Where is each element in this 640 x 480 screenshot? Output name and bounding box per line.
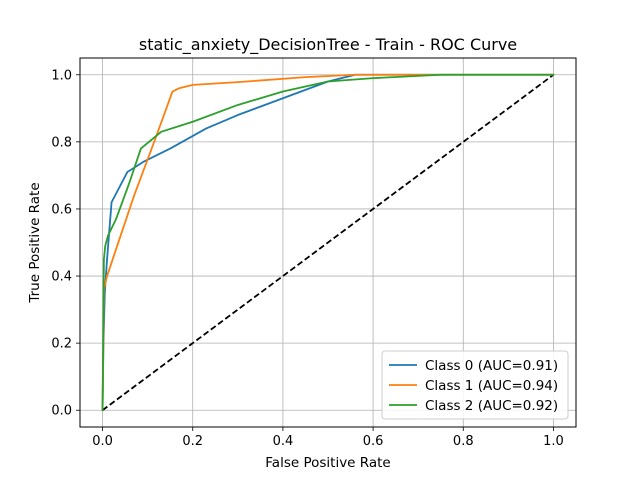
y-axis-label: True Positive Rate <box>27 182 43 303</box>
series-line-class-2 <box>101 73 555 412</box>
legend-box <box>381 350 569 420</box>
y-tick-label-0: 0.0 <box>51 404 72 419</box>
y-tick-label-3: 0.6 <box>51 202 72 217</box>
y-tick-label-5: 1.0 <box>51 68 72 83</box>
x-tick-label-0: 0.0 <box>92 434 113 449</box>
x-tick-label-5: 1.0 <box>543 434 564 449</box>
tick-layer: 0.0 0.2 0.4 0.6 0.8 1.0 0.0 0.2 0.4 0.6 0.8 1.0 <box>51 68 563 449</box>
legend-label-class-2: Class 2 (AUC=0.92) <box>425 398 558 414</box>
x-tick-label-1: 0.2 <box>182 434 203 449</box>
legend: Class 0 (AUC=0.91) Class 1 (AUC=0.94) Clas… <box>381 350 569 420</box>
y-tick-label-4: 0.8 <box>51 135 72 150</box>
y-tick-label-2: 0.4 <box>51 270 72 285</box>
x-tick-label-3: 0.6 <box>363 434 384 449</box>
reference-line-layer <box>102 74 554 411</box>
legend-label-class-1: Class 1 (AUC=0.94) <box>425 378 558 394</box>
series-layer <box>101 73 555 412</box>
plot-frame <box>79 57 577 428</box>
y-tick-label-1: 0.2 <box>51 337 72 352</box>
x-tick-label-4: 0.8 <box>453 434 474 449</box>
chance-reference-line <box>102 74 554 411</box>
series-line-class-1 <box>101 73 555 412</box>
x-axis-label: False Positive Rate <box>265 455 390 471</box>
legend-label-class-0: Class 0 (AUC=0.91) <box>425 358 558 374</box>
x-tick-label-2: 0.4 <box>273 434 294 449</box>
chart-title: static_anxiety_DecisionTree - Train - RO… <box>139 35 517 55</box>
grid-lines <box>80 58 576 427</box>
